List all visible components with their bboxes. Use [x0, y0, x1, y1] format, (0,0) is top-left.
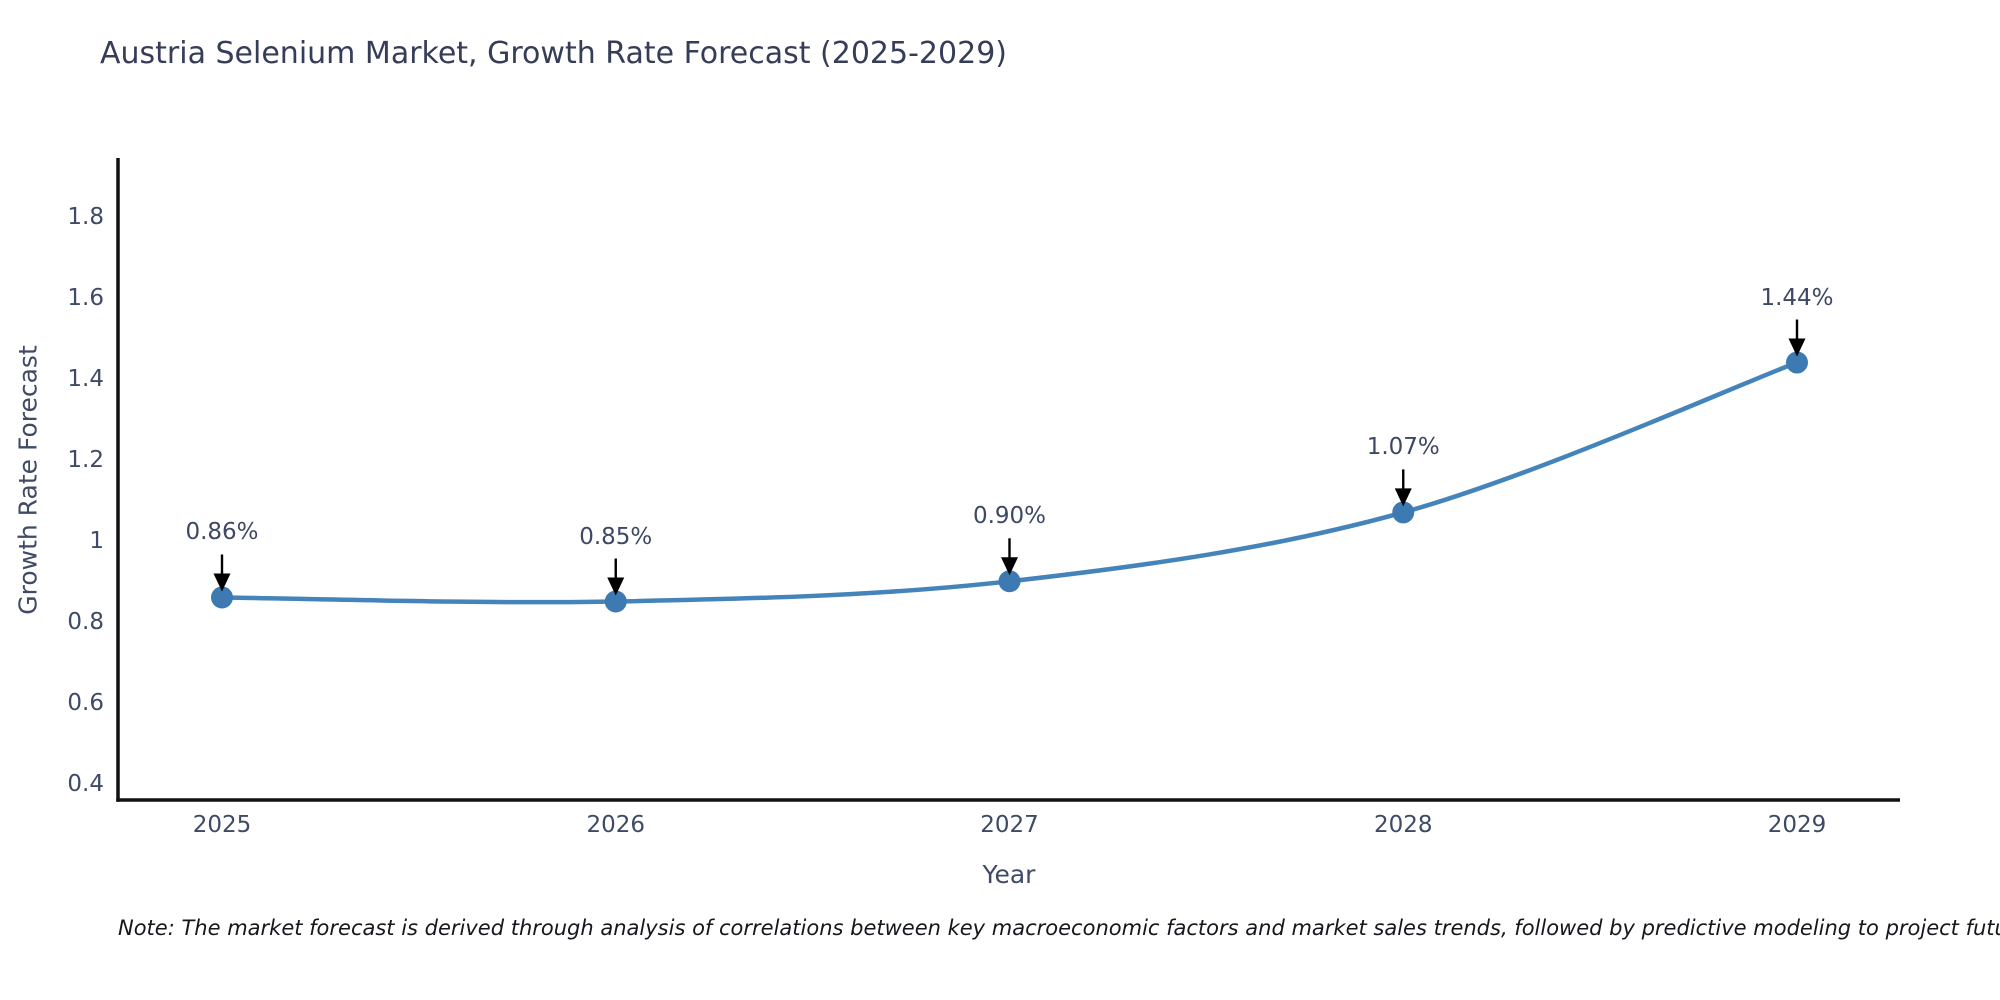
y-tick-label: 1 [89, 527, 104, 554]
x-tick-label: 2028 [1373, 812, 1433, 838]
annotation-arrow-head [607, 577, 625, 596]
y-tick-label: 0.6 [67, 689, 104, 716]
x-tick-label: 2025 [192, 812, 252, 838]
data-point-marker [1392, 501, 1415, 524]
data-point-marker [1786, 351, 1808, 374]
y-tick-label: 1.4 [67, 365, 104, 392]
point-value-label: 1.44% [1760, 284, 1834, 311]
y-tick-label: 0.4 [67, 770, 104, 797]
data-point-marker [998, 570, 1021, 593]
x-tick-label: 2029 [1767, 812, 1827, 838]
x-tick-label: 2027 [980, 812, 1039, 838]
x-axis-title: Year [982, 860, 1036, 889]
annotation-arrow-head [1394, 488, 1412, 507]
y-tick-label: 1.2 [67, 446, 104, 473]
data-point-marker [211, 586, 233, 609]
point-value-label: 0.90% [972, 503, 1047, 530]
y-tick-label: 1.8 [67, 203, 104, 230]
point-value-label: 0.85% [579, 523, 653, 550]
data-point-marker [604, 590, 627, 613]
y-tick-label: 0.8 [67, 608, 104, 635]
chart-title: Austria Selenium Market, Growth Rate For… [100, 36, 1007, 71]
annotation-arrow-head [1001, 557, 1018, 576]
point-value-label: 0.86% [185, 519, 259, 546]
annotation-arrow-head [213, 573, 231, 592]
annotation-arrow-head [1788, 338, 1806, 357]
y-tick-label: 1.6 [67, 284, 104, 311]
footnote: Note: The market forecast is derived thr… [118, 916, 2000, 940]
point-value-label: 1.07% [1366, 434, 1440, 461]
x-tick-label: 2026 [586, 812, 646, 838]
